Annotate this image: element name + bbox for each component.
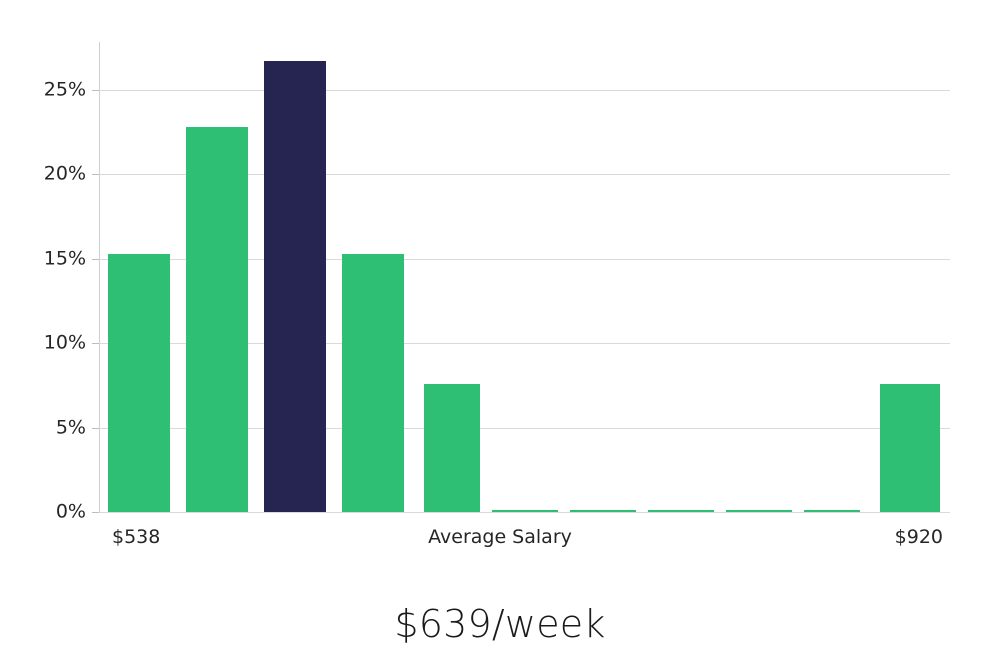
gridline bbox=[99, 174, 950, 176]
y-tick-mark bbox=[92, 512, 100, 513]
bar[interactable] bbox=[570, 509, 636, 512]
bar[interactable] bbox=[186, 127, 248, 512]
gridline bbox=[99, 343, 950, 345]
bar[interactable] bbox=[424, 383, 480, 512]
y-tick-mark bbox=[92, 174, 100, 176]
bar[interactable] bbox=[492, 509, 558, 512]
bar-highlighted[interactable] bbox=[264, 61, 326, 512]
y-tick-label: 10% bbox=[43, 331, 86, 354]
x-axis-label-left: $538 bbox=[112, 526, 161, 548]
bar[interactable] bbox=[648, 509, 714, 512]
plot-area bbox=[99, 42, 950, 512]
bar[interactable] bbox=[342, 253, 404, 512]
y-tick-mark bbox=[92, 258, 100, 260]
chart-caption: $639/week bbox=[394, 602, 606, 646]
bar[interactable] bbox=[726, 509, 792, 512]
gridline bbox=[99, 90, 950, 91]
y-tick-mark bbox=[92, 427, 100, 429]
y-axis-spine bbox=[99, 42, 100, 513]
x-axis-title: Average Salary bbox=[428, 526, 572, 548]
y-tick-label: 20% bbox=[43, 162, 86, 185]
y-tick-mark bbox=[92, 90, 100, 91]
x-axis-label-right: $920 bbox=[894, 526, 943, 548]
x-axis-spine bbox=[99, 512, 950, 513]
y-tick-mark bbox=[92, 343, 100, 345]
y-tick-label: 25% bbox=[43, 78, 86, 101]
bar[interactable] bbox=[108, 253, 170, 512]
gridline bbox=[99, 258, 950, 260]
y-tick-label: 0% bbox=[55, 500, 86, 523]
y-tick-label: 5% bbox=[55, 416, 86, 439]
gridline bbox=[99, 427, 950, 429]
bar[interactable] bbox=[880, 383, 940, 512]
bar[interactable] bbox=[804, 509, 860, 512]
y-tick-label: 15% bbox=[43, 247, 86, 270]
